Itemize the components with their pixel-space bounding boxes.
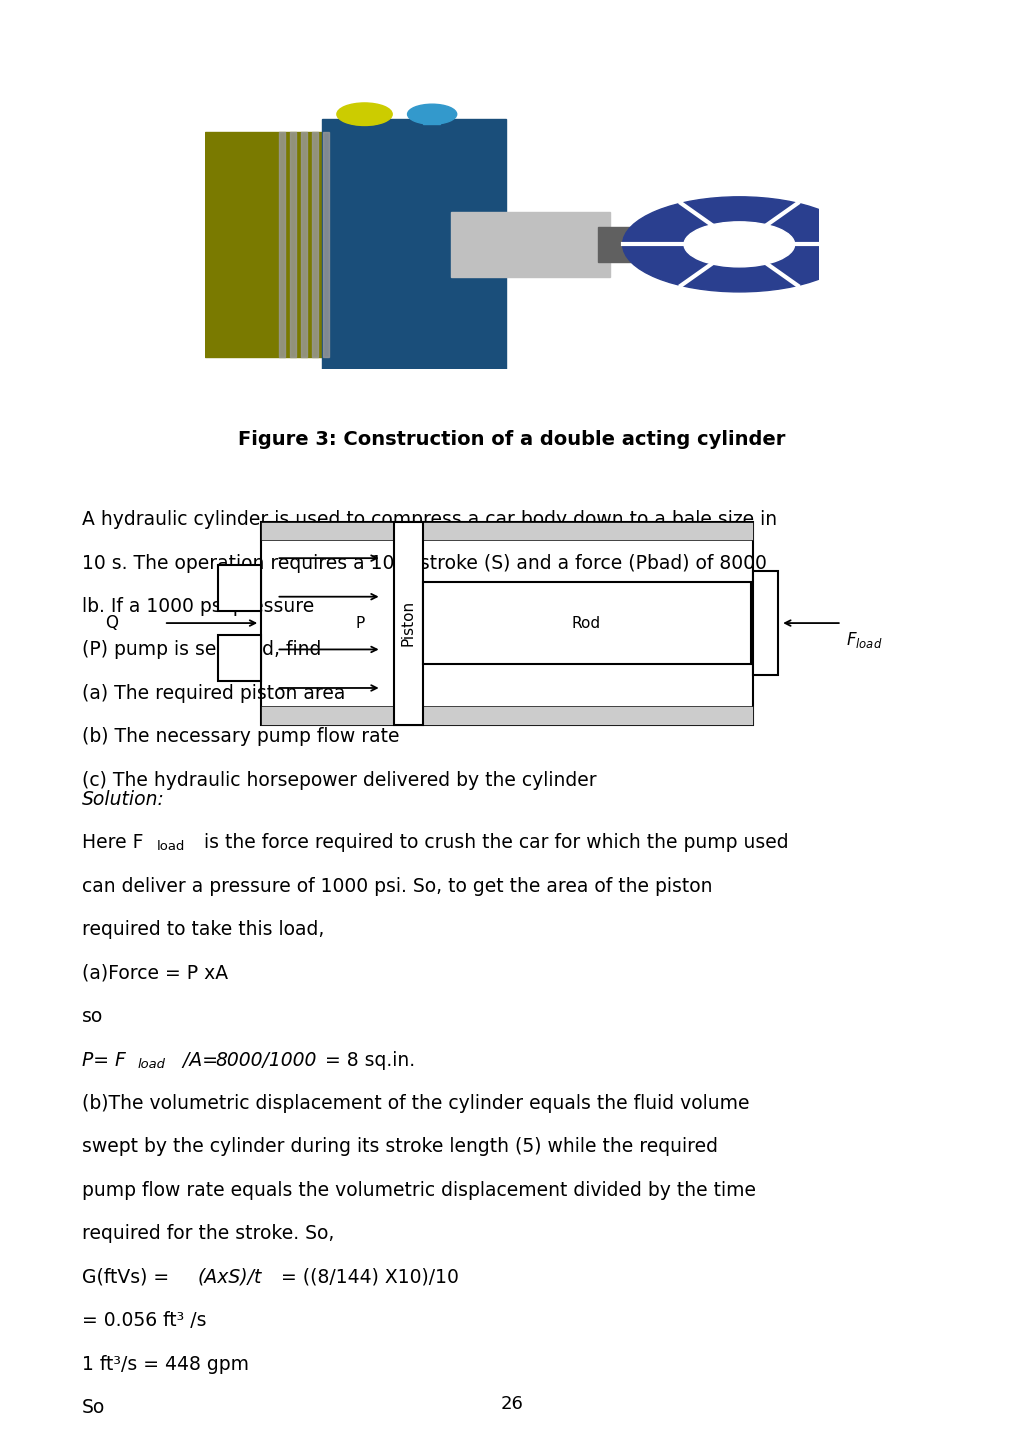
Text: 8000/1000: 8000/1000 <box>215 1051 316 1069</box>
Text: pump flow rate equals the volumetric displacement divided by the time: pump flow rate equals the volumetric dis… <box>82 1181 756 1200</box>
Bar <box>261 706 753 724</box>
Text: (b)The volumetric displacement of the cylinder equals the fluid volume: (b)The volumetric displacement of the cy… <box>82 1094 750 1113</box>
Bar <box>301 132 307 356</box>
Bar <box>323 132 329 356</box>
Bar <box>205 132 340 356</box>
Text: (P) pump is selected, find: (P) pump is selected, find <box>82 640 322 659</box>
Text: load: load <box>137 1058 165 1071</box>
Text: (c) The hydraulic horsepower delivered by the cylinder: (c) The hydraulic horsepower delivered b… <box>82 771 597 790</box>
Text: (b) The necessary pump flow rate: (b) The necessary pump flow rate <box>82 727 399 746</box>
Circle shape <box>408 104 457 125</box>
Bar <box>355 112 374 125</box>
Text: can deliver a pressure of 1000 psi. So, to get the area of the piston: can deliver a pressure of 1000 psi. So, … <box>82 877 713 895</box>
Text: P: P <box>355 616 365 630</box>
Text: Piston: Piston <box>400 600 416 646</box>
Bar <box>394 522 423 724</box>
Text: 1 ft³/s = 448 gpm: 1 ft³/s = 448 gpm <box>82 1355 249 1374</box>
Text: so: so <box>82 1007 103 1026</box>
Bar <box>423 582 751 664</box>
Text: required to take this load,: required to take this load, <box>82 920 325 939</box>
Text: 26: 26 <box>501 1395 523 1413</box>
Text: Figure 3: Construction of a double acting cylinder: Figure 3: Construction of a double actin… <box>239 430 785 449</box>
Circle shape <box>337 103 392 126</box>
Bar <box>279 132 285 356</box>
Text: load: load <box>157 840 185 853</box>
Text: = 0.056 ft³ /s: = 0.056 ft³ /s <box>82 1311 207 1330</box>
Text: /A=: /A= <box>177 1051 224 1069</box>
Text: G(ftVs) =: G(ftVs) = <box>82 1268 175 1287</box>
Text: P= F: P= F <box>82 1051 126 1069</box>
Text: Here F: Here F <box>82 833 143 852</box>
Bar <box>218 565 261 611</box>
Bar <box>451 212 610 277</box>
Text: (a)Force = P xA: (a)Force = P xA <box>82 964 228 982</box>
Text: = ((8/144) X10)/10: = ((8/144) X10)/10 <box>281 1268 459 1287</box>
Text: swept by the cylinder during its stroke length (5) while the required: swept by the cylinder during its stroke … <box>82 1137 718 1156</box>
Circle shape <box>623 197 856 291</box>
Text: (AxS)/t: (AxS)/t <box>198 1268 262 1287</box>
Text: (a) The required piston area: (a) The required piston area <box>82 684 345 703</box>
Bar <box>753 571 778 675</box>
Text: required for the stroke. So,: required for the stroke. So, <box>82 1224 334 1243</box>
Bar <box>261 522 753 540</box>
Text: So: So <box>82 1398 105 1417</box>
Bar <box>322 119 506 369</box>
Bar <box>598 227 696 262</box>
Text: is the force required to crush the car for which the pump used: is the force required to crush the car f… <box>198 833 788 852</box>
Bar <box>261 522 753 724</box>
Text: A hydraulic cylinder is used to compress a car body down to a bale size in: A hydraulic cylinder is used to compress… <box>82 510 777 529</box>
Text: Q: Q <box>104 614 118 632</box>
Text: Solution:: Solution: <box>82 790 165 809</box>
Text: = 8 sq.in.: = 8 sq.in. <box>325 1051 415 1069</box>
Bar <box>290 132 296 356</box>
Text: Rod: Rod <box>572 616 601 630</box>
Text: 10 s. The operation requires a 10 ft stroke (S) and a force (Pbad) of 8000: 10 s. The operation requires a 10 ft str… <box>82 554 767 572</box>
Text: lb. If a 1000 psi pressure: lb. If a 1000 psi pressure <box>82 597 314 616</box>
Text: $F_{load}$: $F_{load}$ <box>846 630 883 651</box>
Bar <box>423 114 440 125</box>
Bar <box>311 132 317 356</box>
Bar <box>218 635 261 681</box>
Circle shape <box>684 222 795 267</box>
